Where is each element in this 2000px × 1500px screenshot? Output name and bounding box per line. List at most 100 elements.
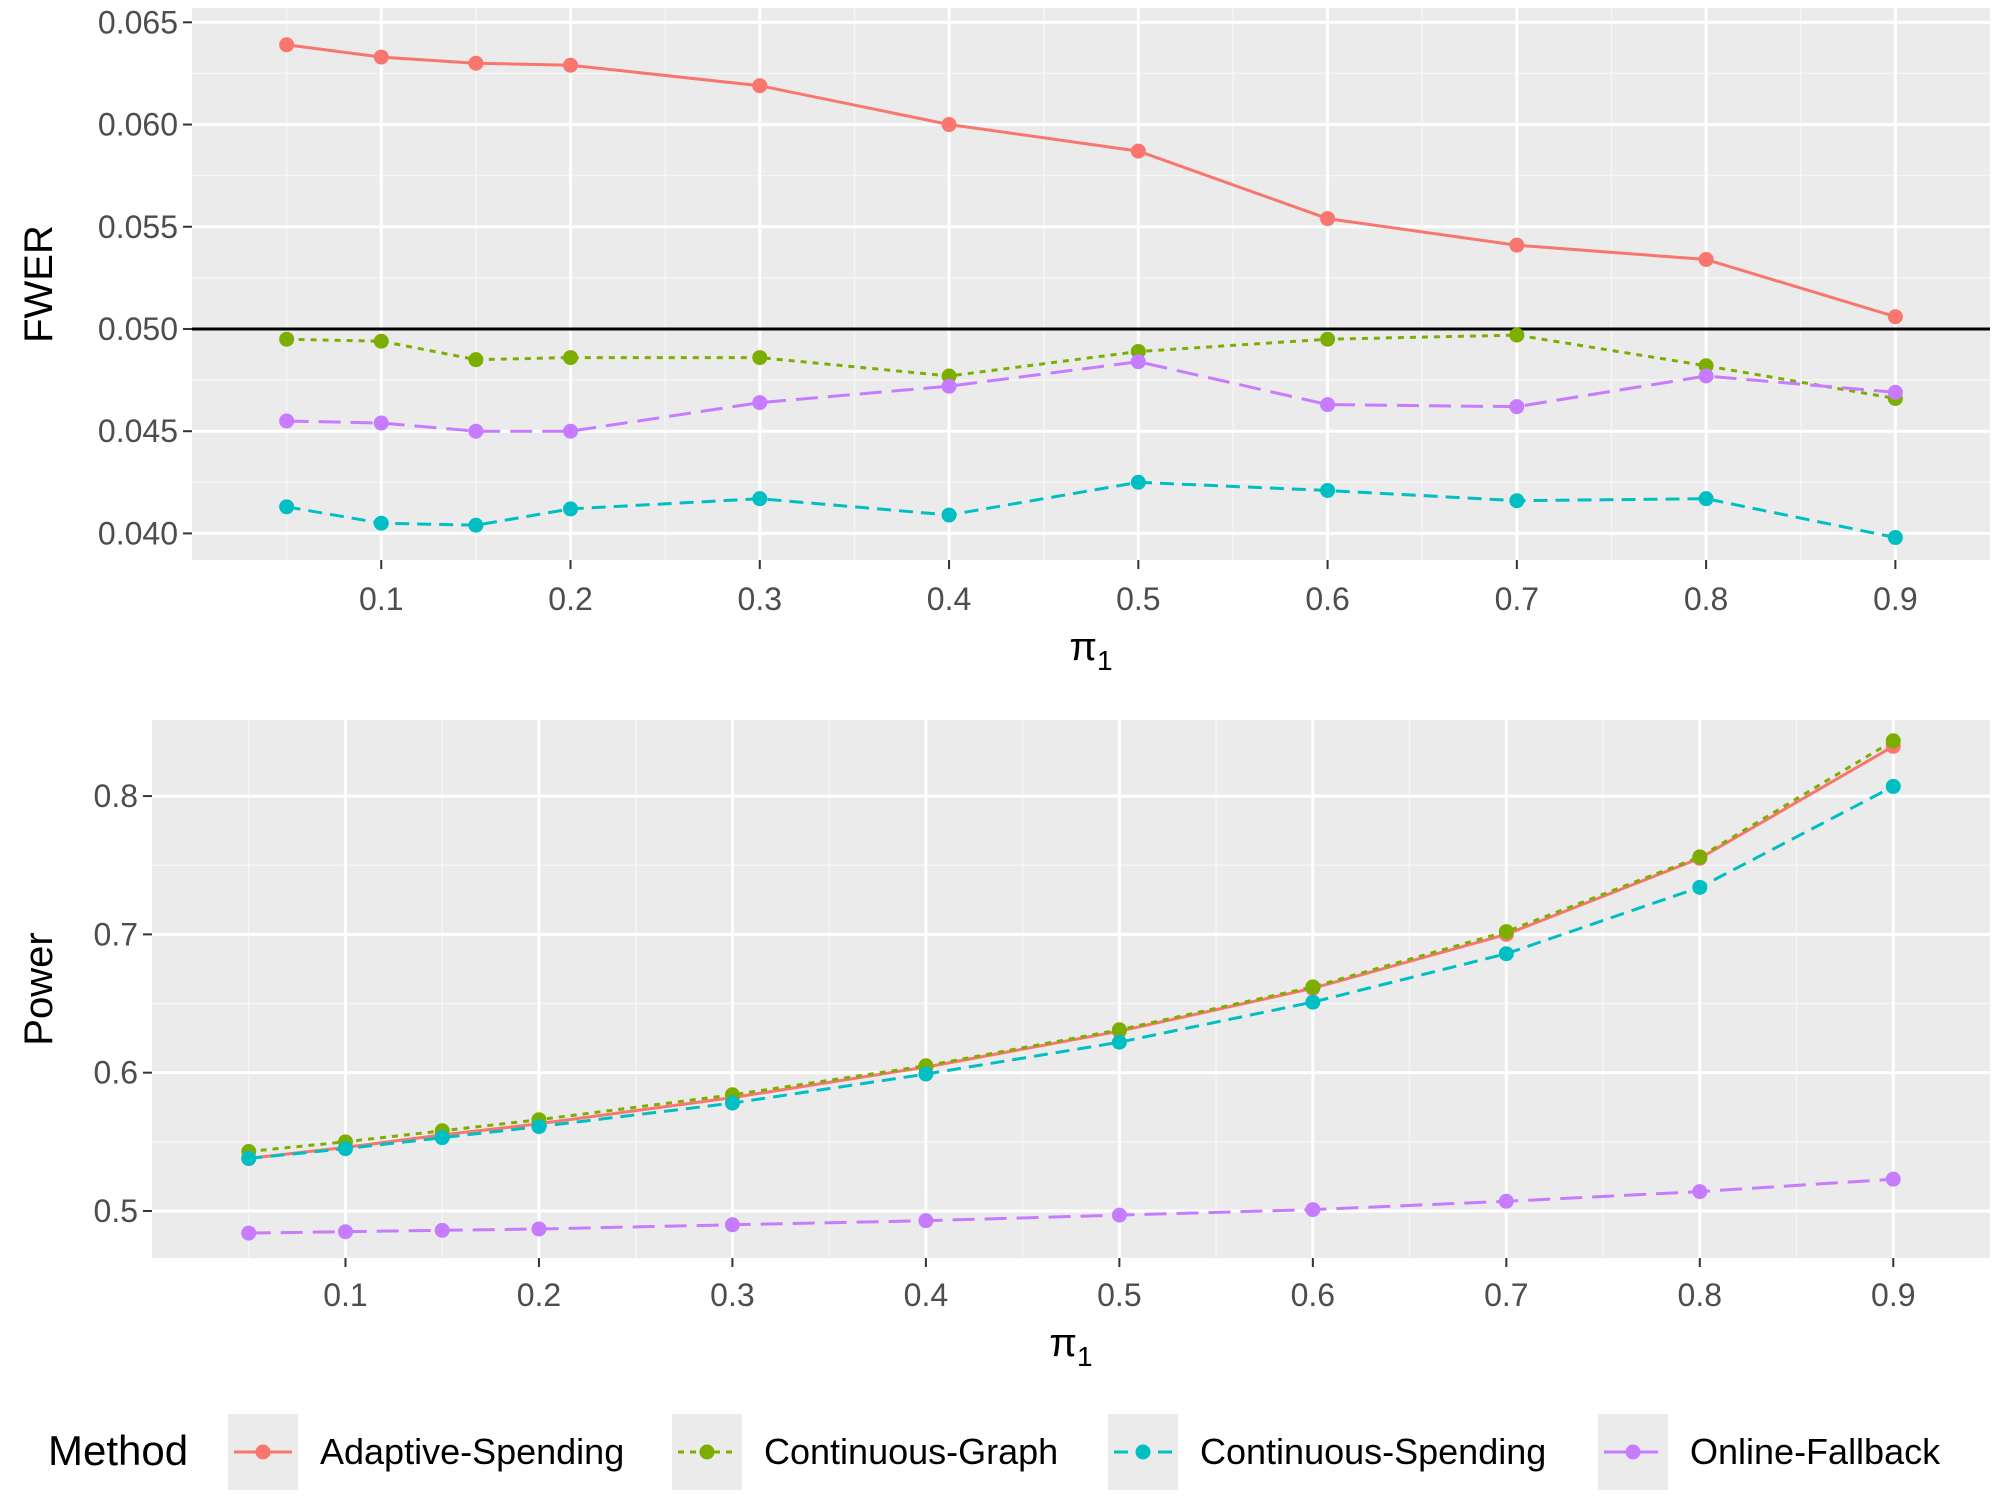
x-tick-label: 0.5 (1116, 581, 1160, 617)
data-point-continuous-spending (918, 1066, 934, 1082)
y-tick-label: 0.8 (94, 778, 138, 814)
data-point-continuous-graph (1305, 979, 1321, 995)
x-tick-label: 0.8 (1678, 1277, 1722, 1313)
data-point-continuous-spending (241, 1150, 257, 1166)
data-point-continuous-graph (1111, 1022, 1127, 1038)
data-point-online-fallback (563, 423, 579, 439)
data-point-adaptive-spending (468, 55, 484, 71)
x-tick-label: 0.2 (548, 581, 592, 617)
data-point-continuous-spending (1320, 482, 1336, 498)
data-point-continuous-spending (941, 507, 957, 523)
data-point-continuous-spending (1887, 530, 1903, 546)
legend: Method Adaptive-Spending Continuous-Graph C… (48, 1414, 1941, 1490)
x-tick-label: 0.8 (1684, 581, 1728, 617)
data-point-continuous-spending (279, 499, 295, 515)
data-point-continuous-graph (752, 350, 768, 366)
data-point-continuous-spending (1498, 946, 1514, 962)
x-tick-label: 0.5 (1097, 1277, 1141, 1313)
data-point-continuous-graph (1509, 327, 1525, 343)
y-tick-label: 0.065 (98, 4, 178, 40)
data-point-online-fallback (1498, 1193, 1514, 1209)
data-point-online-fallback (918, 1213, 934, 1229)
data-point-online-fallback (1887, 384, 1903, 400)
legend-key-point (255, 1444, 271, 1460)
x-axis-subscript: 1 (1077, 1341, 1093, 1372)
data-point-continuous-graph (1498, 924, 1514, 940)
data-point-continuous-spending (1305, 994, 1321, 1010)
legend-item-online-fallback: Online-Fallback (1690, 1431, 1941, 1472)
data-point-online-fallback (1509, 399, 1525, 415)
y-tick-label: 0.045 (98, 413, 178, 449)
legend-key-point (1625, 1444, 1641, 1460)
data-point-continuous-spending (1698, 491, 1714, 507)
data-point-online-fallback (468, 423, 484, 439)
y-tick-label: 0.5 (94, 1193, 138, 1229)
data-point-adaptive-spending (1130, 143, 1146, 159)
data-point-continuous-graph (373, 333, 389, 349)
data-point-continuous-graph (1320, 331, 1336, 347)
legend-title: Method (48, 1427, 188, 1474)
data-point-online-fallback (1130, 354, 1146, 370)
x-axis-symbol: π (1069, 625, 1097, 669)
data-point-continuous-spending (1111, 1034, 1127, 1050)
series-line-continuous-graph (248, 739, 1895, 1153)
data-point-continuous-spending (434, 1130, 450, 1146)
x-tick-label: 0.9 (1871, 1277, 1915, 1313)
data-point-adaptive-spending (1320, 211, 1336, 227)
data-point-continuous-spending (563, 501, 579, 517)
x-tick-label: 0.9 (1873, 581, 1917, 617)
data-point-continuous-spending (337, 1141, 353, 1157)
data-point-adaptive-spending (941, 117, 957, 133)
x-tick-label: 0.1 (323, 1277, 367, 1313)
x-tick-label: 0.7 (1495, 581, 1539, 617)
data-point-online-fallback (1698, 368, 1714, 384)
y-tick-label: 0.7 (94, 916, 138, 952)
data-point-online-fallback (373, 415, 389, 431)
data-point-adaptive-spending (752, 78, 768, 94)
data-point-online-fallback (1305, 1202, 1321, 1218)
power-chart: 0.5 0.6 0.7 0.8 0.1 0.2 0.3 0.4 0.5 0.6 0.7 0.8 0.9 P… (17, 720, 1990, 1372)
x-tick-label: 0.6 (1291, 1277, 1335, 1313)
data-point-online-fallback (1111, 1207, 1127, 1223)
data-point-adaptive-spending (279, 37, 295, 53)
data-point-online-fallback (724, 1217, 740, 1233)
y-axis-title: FWER (17, 225, 61, 343)
x-axis-title: π1 (1069, 625, 1112, 676)
y-axis-title: Power (17, 932, 61, 1045)
data-point-online-fallback (1692, 1184, 1708, 1200)
data-point-continuous-spending (1885, 778, 1901, 794)
data-point-online-fallback (752, 395, 768, 411)
x-tick-label: 0.3 (710, 1277, 754, 1313)
data-point-continuous-spending (1692, 879, 1708, 895)
data-point-adaptive-spending (563, 57, 579, 73)
data-point-online-fallback (531, 1221, 547, 1237)
data-point-online-fallback (941, 378, 957, 394)
legend-item-adaptive-spending: Adaptive-Spending (320, 1431, 624, 1472)
data-point-online-fallback (241, 1225, 257, 1241)
data-point-continuous-spending (468, 517, 484, 533)
y-tick-label: 0.040 (98, 515, 178, 551)
x-axis-symbol: π (1049, 1321, 1077, 1365)
data-point-online-fallback (337, 1224, 353, 1240)
data-point-adaptive-spending (1698, 251, 1714, 267)
data-point-adaptive-spending (1509, 237, 1525, 253)
x-tick-label: 0.3 (738, 581, 782, 617)
data-point-adaptive-spending (373, 49, 389, 65)
fwer-chart: 0.040 0.045 0.050 0.055 0.060 0.065 0.1 0.2 0.3 0… (17, 4, 1990, 676)
data-point-online-fallback (434, 1222, 450, 1238)
data-point-continuous-graph (468, 352, 484, 368)
x-tick-label: 0.2 (517, 1277, 561, 1313)
data-point-continuous-graph (1692, 849, 1708, 865)
data-point-adaptive-spending (1887, 309, 1903, 325)
x-tick-label: 0.1 (359, 581, 403, 617)
data-point-continuous-spending (1130, 474, 1146, 490)
data-point-online-fallback (1885, 1171, 1901, 1187)
data-point-online-fallback (1320, 397, 1336, 413)
data-point-continuous-graph (563, 350, 579, 366)
y-tick-label: 0.6 (94, 1055, 138, 1091)
x-tick-label: 0.7 (1484, 1277, 1528, 1313)
y-tick-label: 0.055 (98, 209, 178, 245)
data-point-continuous-spending (373, 515, 389, 531)
legend-key-point (699, 1444, 715, 1460)
